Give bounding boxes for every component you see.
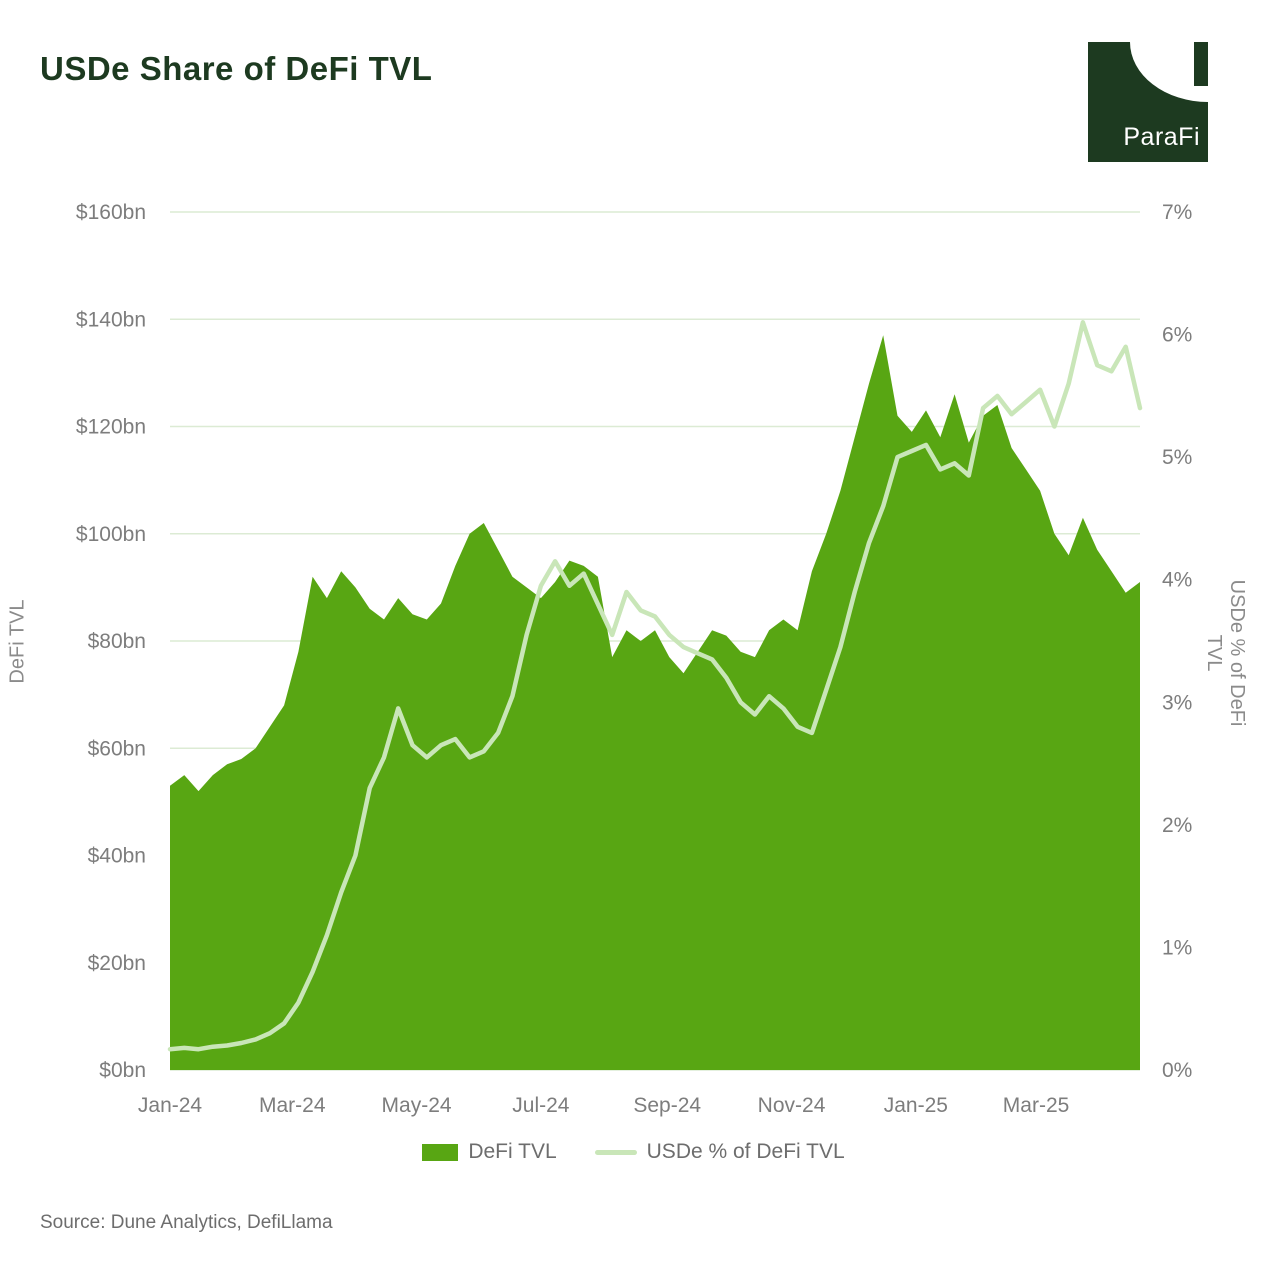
parafi-logo-corner-icon (1194, 42, 1208, 86)
right-axis-tick: 1% (1162, 936, 1192, 959)
left-axis-title: DeFi TVL (6, 599, 29, 684)
x-axis-tick: Mar-24 (259, 1094, 326, 1117)
x-axis-tick: Jul-24 (512, 1094, 570, 1117)
usde-pct-line-series (167, 320, 1143, 1052)
right-axis-tick: 4% (1162, 569, 1192, 592)
right-axis-tick: 7% (1162, 201, 1192, 224)
legend: DeFi TVL USDe % of DeFi TVL (0, 1140, 1267, 1164)
left-axis-tick: $160bn (76, 201, 146, 224)
x-axis-tick: Jan-25 (884, 1094, 948, 1117)
x-axis-tick: Sep-24 (633, 1094, 701, 1117)
legend-usde-pct-label: USDe % of DeFi TVL (646, 1140, 845, 1163)
right-axis-title: USDe % of DeFi TVL (1203, 579, 1248, 727)
left-axis-tick: $120bn (76, 416, 146, 439)
left-axis-tick: $20bn (88, 952, 146, 975)
legend-defi-tvl-label: DeFi TVL (468, 1140, 557, 1163)
chart-title: USDe Share of DeFi TVL (40, 50, 433, 87)
x-axis-tick: Mar-25 (1003, 1094, 1070, 1117)
legend-item-usde-pct: USDe % of DeFi TVL (594, 1140, 845, 1164)
right-axis-tick: 5% (1162, 446, 1192, 469)
right-axis-tick: 2% (1162, 814, 1192, 837)
left-axis-tick: $80bn (88, 630, 146, 653)
parafi-logo: ParaFi (1088, 42, 1208, 162)
x-axis-tick: May-24 (382, 1094, 452, 1117)
left-axis-tick: $0bn (99, 1059, 146, 1082)
left-axis-tick: $60bn (88, 737, 146, 760)
legend-item-defi-tvl: DeFi TVL (422, 1140, 557, 1164)
left-axis-tick: $40bn (88, 845, 146, 868)
parafi-logo-text: ParaFi (1123, 123, 1200, 151)
usde-pct-swatch-icon (594, 1149, 637, 1155)
left-axis-tick: $100bn (76, 523, 146, 546)
x-axis-tick: Nov-24 (758, 1094, 826, 1117)
defi-tvl-area-series (170, 335, 1140, 1070)
right-axis-tick: 6% (1162, 324, 1192, 347)
left-axis-tick: $140bn (76, 308, 146, 331)
source-note: Source: Dune Analytics, DefiLlama (40, 1212, 333, 1233)
defi-tvl-swatch-icon (422, 1143, 459, 1161)
right-axis-tick: 3% (1162, 691, 1192, 714)
right-axis-tick: 0% (1162, 1059, 1192, 1082)
x-axis-tick: Jan-24 (138, 1094, 203, 1117)
